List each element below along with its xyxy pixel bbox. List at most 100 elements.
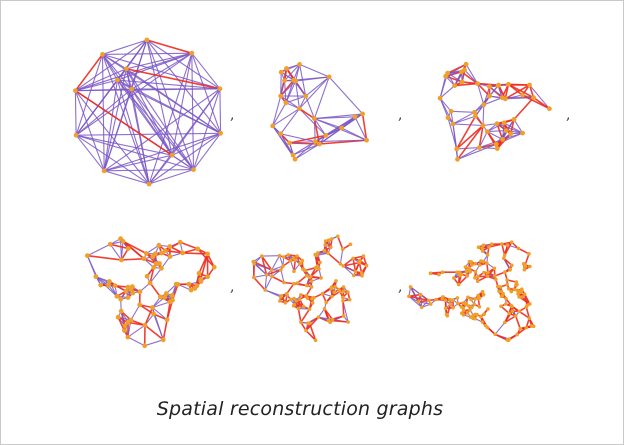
edge bbox=[108, 281, 118, 297]
node bbox=[125, 334, 131, 340]
node bbox=[485, 253, 490, 257]
highlighted-edge bbox=[507, 83, 523, 96]
edge bbox=[298, 76, 330, 109]
edge bbox=[117, 79, 220, 90]
edge bbox=[102, 54, 133, 90]
node bbox=[480, 249, 485, 253]
node bbox=[502, 256, 506, 261]
edge bbox=[253, 263, 267, 276]
highlighted-edge bbox=[494, 333, 508, 341]
node bbox=[169, 152, 175, 158]
node bbox=[360, 111, 365, 117]
node bbox=[330, 237, 334, 241]
highlighted-edge bbox=[522, 94, 550, 110]
node bbox=[475, 279, 480, 284]
node bbox=[157, 261, 162, 266]
highlighted-edge bbox=[325, 291, 335, 303]
edge bbox=[171, 88, 221, 156]
node bbox=[188, 287, 194, 293]
node bbox=[137, 302, 143, 308]
node bbox=[461, 313, 466, 317]
node bbox=[115, 314, 121, 320]
edge bbox=[104, 154, 173, 172]
edge bbox=[264, 276, 273, 291]
node bbox=[106, 282, 111, 288]
node bbox=[195, 246, 201, 252]
node bbox=[186, 281, 192, 287]
node bbox=[310, 301, 315, 305]
node bbox=[217, 86, 223, 92]
node bbox=[511, 117, 517, 122]
edge bbox=[280, 133, 316, 143]
node bbox=[73, 132, 79, 138]
edge bbox=[104, 170, 150, 185]
node bbox=[305, 283, 309, 288]
edge bbox=[280, 72, 282, 97]
node bbox=[507, 311, 512, 316]
node bbox=[513, 314, 518, 318]
edge bbox=[272, 102, 287, 127]
node bbox=[151, 265, 157, 270]
node bbox=[323, 133, 329, 138]
node bbox=[329, 245, 333, 249]
node bbox=[466, 295, 470, 300]
node bbox=[487, 245, 491, 249]
highlighted-edge bbox=[117, 316, 126, 331]
node bbox=[445, 70, 450, 76]
node bbox=[128, 317, 134, 323]
node bbox=[448, 108, 454, 114]
highlighted-edge bbox=[153, 313, 168, 321]
edge bbox=[280, 80, 286, 97]
node bbox=[98, 282, 104, 288]
node bbox=[496, 82, 501, 88]
edge bbox=[465, 64, 479, 84]
graph-5 bbox=[251, 234, 369, 343]
highlighted-edge bbox=[261, 255, 273, 271]
node bbox=[332, 290, 337, 295]
node bbox=[287, 140, 292, 146]
node bbox=[130, 290, 136, 296]
node bbox=[144, 37, 150, 43]
highlighted-edge bbox=[454, 82, 478, 87]
node bbox=[481, 102, 487, 108]
node bbox=[278, 69, 284, 75]
node bbox=[112, 283, 118, 289]
node bbox=[93, 274, 99, 279]
edge bbox=[408, 295, 423, 308]
node bbox=[147, 280, 153, 286]
edge bbox=[102, 52, 192, 55]
node bbox=[502, 253, 507, 257]
highlighted-edge bbox=[342, 257, 354, 267]
node bbox=[419, 305, 424, 310]
node bbox=[304, 294, 309, 298]
node bbox=[308, 274, 313, 279]
node bbox=[312, 116, 317, 121]
edge bbox=[191, 52, 221, 90]
node bbox=[476, 245, 481, 249]
edge bbox=[289, 141, 316, 144]
node bbox=[520, 295, 524, 299]
edge bbox=[278, 255, 284, 267]
node bbox=[167, 244, 173, 249]
node bbox=[493, 274, 497, 278]
highlighted-edge bbox=[286, 283, 295, 295]
edge bbox=[328, 76, 364, 115]
node bbox=[515, 282, 519, 287]
graph-6-edges bbox=[408, 241, 535, 342]
node bbox=[211, 264, 217, 270]
node bbox=[416, 300, 421, 304]
node bbox=[118, 236, 123, 242]
highlighted-edge bbox=[523, 294, 528, 306]
edge bbox=[117, 79, 132, 90]
highlighted-edge bbox=[300, 308, 311, 323]
node bbox=[73, 88, 78, 94]
node bbox=[288, 297, 293, 302]
node bbox=[300, 258, 305, 263]
node bbox=[312, 139, 318, 145]
node bbox=[295, 254, 299, 258]
node bbox=[483, 323, 488, 328]
node bbox=[479, 259, 483, 263]
node bbox=[522, 267, 527, 272]
node bbox=[520, 130, 525, 136]
